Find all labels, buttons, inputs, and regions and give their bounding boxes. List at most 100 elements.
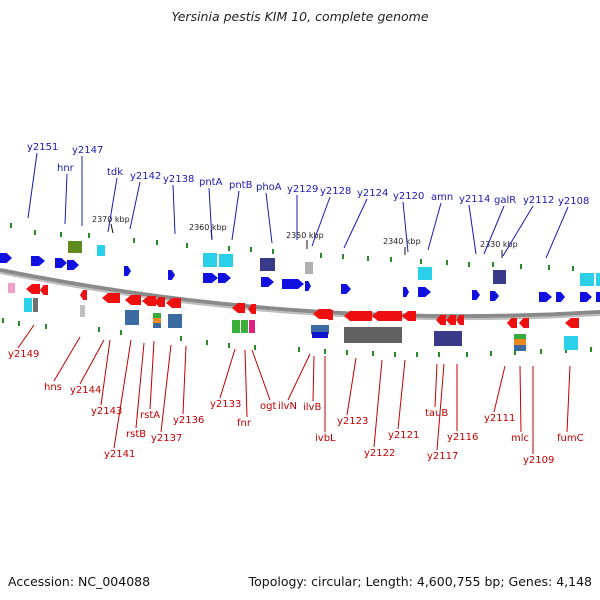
minor-tick: [186, 243, 188, 248]
reverse-gene-arrow: [166, 298, 181, 308]
minor-tick: [468, 262, 470, 267]
minor-tick: [324, 349, 326, 354]
minor-tick: [250, 247, 252, 252]
gene-label-bottom: y2123: [337, 416, 368, 427]
minor-tick: [490, 351, 492, 356]
label-leader-line: [545, 206, 569, 259]
label-leader-line: [17, 324, 35, 349]
reverse-gene-arrow: [402, 311, 416, 321]
forward-gene-arrow: [218, 273, 231, 283]
minor-tick: [565, 348, 567, 353]
feature-box: [312, 332, 328, 338]
forward-gene-arrow: [67, 260, 79, 270]
feature-box: [33, 298, 38, 312]
feature-box: [24, 298, 32, 312]
gene-label-bottom: y2133: [210, 399, 241, 410]
gene-label-top: y2151: [27, 142, 58, 153]
label-leader-line: [100, 339, 111, 406]
reverse-gene-arrow: [26, 284, 40, 294]
label-leader-line: [129, 181, 141, 230]
feature-box: [444, 331, 454, 346]
minor-tick: [438, 352, 440, 357]
label-leader-line: [287, 353, 311, 401]
reverse-gene-arrow: [436, 315, 446, 325]
gene-label-top: y2112: [523, 195, 554, 206]
label-leader-line: [208, 187, 213, 241]
feature-box: [311, 325, 329, 334]
label-leader-line: [107, 177, 118, 233]
reverse-gene-arrow: [565, 318, 579, 328]
label-leader-line: [244, 349, 248, 418]
feature-box: [241, 320, 248, 333]
label-leader-line: [346, 357, 357, 416]
minor-tick: [492, 262, 494, 267]
gene-label-top: y2138: [163, 174, 194, 185]
reverse-gene-arrow: [248, 304, 256, 314]
label-leader-line: [483, 205, 505, 255]
top-gene-labels: y2151 hnr y2147 tdk y2142 y2138 pntA pntB phoA y2…: [27, 142, 589, 259]
minor-ticks-bottom: [2, 318, 592, 357]
gene-label-bottom: fnr: [237, 418, 252, 429]
forward-gene-arrow: [203, 273, 218, 283]
minor-tick: [2, 318, 4, 323]
label-leader-line: [149, 340, 155, 410]
label-leader-line: [113, 339, 132, 449]
label-leader-line: [502, 205, 534, 257]
label-leader-line: [519, 365, 522, 433]
gene-label-bottom: y2137: [151, 433, 182, 444]
gene-label-bottom: y2116: [447, 432, 478, 443]
label-leader-line: [343, 198, 368, 249]
gene-label-bottom: y2111: [484, 413, 515, 424]
gene-label-bottom: y2117: [427, 451, 458, 462]
label-leader-line: [79, 339, 105, 385]
minor-tick: [18, 321, 20, 326]
gene-label-top: y2129: [287, 184, 318, 195]
feature-box: [580, 273, 594, 286]
feature-box: [153, 318, 161, 323]
feature-box: [305, 262, 313, 274]
minor-tick: [10, 223, 12, 228]
label-leader-line: [251, 349, 271, 401]
forward-gene-arrow: [596, 292, 600, 302]
feature-box: [80, 305, 85, 317]
minor-tick: [298, 347, 300, 352]
minor-tick: [120, 330, 122, 335]
minor-tick: [45, 324, 47, 329]
minor-tick: [272, 249, 274, 254]
minor-tick: [514, 350, 516, 355]
scale-tick-label: 2330 kbp: [480, 240, 518, 249]
forward-gene-arrow: [403, 287, 409, 297]
feature-box: [260, 258, 275, 271]
gene-label-bottom: ivbL: [315, 433, 336, 444]
forward-strand-genes: [0, 253, 600, 302]
reverse-gene-arrow: [102, 293, 120, 303]
label-leader-line: [468, 204, 477, 255]
feature-box: [203, 253, 217, 267]
map-title: Yersinia pestis KIM 10, complete genome: [171, 9, 429, 24]
feature-box: [168, 314, 182, 328]
gene-label-bottom: y2141: [104, 449, 135, 460]
minor-tick: [446, 260, 448, 265]
feature-box: [344, 327, 402, 343]
feature-box: [153, 313, 161, 318]
minor-tick: [548, 265, 550, 270]
reverse-gene-arrow: [142, 296, 156, 306]
label-leader-line: [265, 192, 273, 244]
gene-label-bottom: ilvN: [278, 401, 297, 412]
reverse-gene-arrow: [456, 315, 464, 325]
reverse-gene-arrow: [344, 311, 372, 321]
minor-tick: [466, 352, 468, 357]
minor-tick: [206, 340, 208, 345]
genome-backbone: [0, 268, 600, 319]
gene-label-bottom: tauB: [425, 408, 448, 419]
feature-box: [418, 267, 432, 280]
minor-tick: [254, 345, 256, 350]
reverse-gene-arrow: [507, 318, 517, 328]
reverse-gene-arrow: [125, 295, 141, 305]
forward-gene-arrow: [490, 291, 499, 301]
feature-box: [219, 254, 233, 267]
gene-label-top: phoA: [256, 182, 282, 193]
minor-tick: [180, 336, 182, 341]
forward-gene-arrow: [31, 256, 45, 266]
